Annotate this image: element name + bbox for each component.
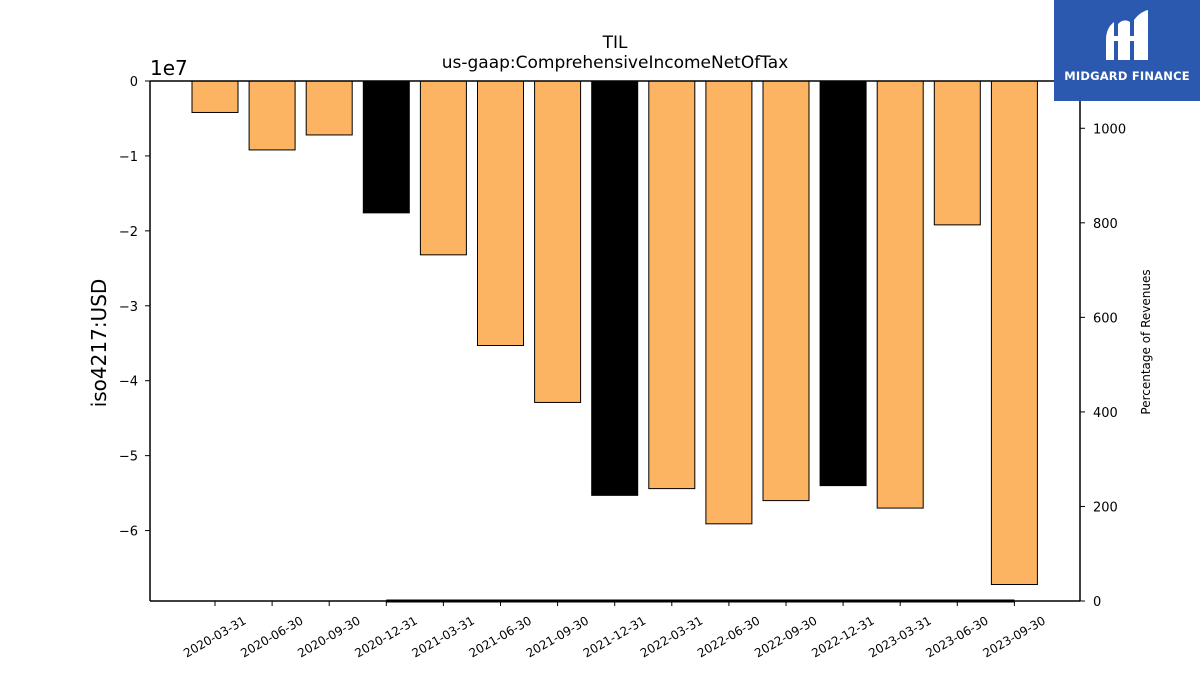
bar-2022-09-30 <box>762 80 810 502</box>
x-tick-label: 2023-09-30 <box>980 613 1047 660</box>
bar-2022-06-30 <box>705 80 753 525</box>
brand-logo: MIDGARD FINANCE <box>1054 0 1200 101</box>
x-tick-label: 2020-03-31 <box>181 613 248 660</box>
y2-axis-label: Percentage of Revenues <box>1139 269 1153 414</box>
bar-2021-12-31 <box>591 80 639 496</box>
x-tick-label: 2020-06-30 <box>238 613 305 660</box>
x-tick-label: 2020-09-30 <box>295 613 362 660</box>
y-tick-label: 0 <box>130 75 138 90</box>
y-axis-label: iso4217:USD <box>87 279 111 408</box>
y-tick-label: −2 <box>119 225 138 240</box>
y2-tick-label: 200 <box>1093 500 1118 515</box>
bars-group <box>191 80 1038 586</box>
x-tick-label: 2022-06-30 <box>695 613 762 660</box>
bar-2020-12-31 <box>362 80 410 214</box>
y2-tick-label: 0 <box>1093 595 1101 610</box>
bar-2021-06-30 <box>477 80 524 346</box>
x-tick-label: 2021-12-31 <box>581 613 648 660</box>
x-tick-label: 2023-06-30 <box>923 613 990 660</box>
bar-2023-06-30 <box>933 80 981 226</box>
bar-2022-03-31 <box>648 80 696 490</box>
chart-subtitle: us-gaap:ComprehensiveIncomeNetOfTax <box>442 53 789 73</box>
bar-2021-09-30 <box>534 80 582 403</box>
y2-tick-label: 600 <box>1093 311 1118 326</box>
x-tick-label: 2023-03-31 <box>866 613 933 660</box>
x-tick-label: 2022-09-30 <box>752 613 819 660</box>
logo-mark-icon <box>1106 10 1148 60</box>
y-axis-exponent: 1e7 <box>150 56 188 80</box>
x-tick-label: 2022-03-31 <box>638 613 705 660</box>
x-tick-label: 2022-12-31 <box>809 613 876 660</box>
y2-tick-label: 800 <box>1093 217 1118 232</box>
bar-2023-03-31 <box>876 80 924 509</box>
x-tick-label: 2021-03-31 <box>409 613 476 660</box>
logo-text: MIDGARD FINANCE <box>1064 69 1190 83</box>
bar-2020-03-31 <box>191 80 239 113</box>
bar-2020-06-30 <box>248 80 296 151</box>
y-tick-label: −6 <box>119 525 138 540</box>
y-tick-label: −5 <box>119 450 138 465</box>
bar-2021-03-31 <box>419 80 467 256</box>
y2-tick-label: 400 <box>1093 406 1118 421</box>
x-tick-label: 2020-12-31 <box>352 613 419 660</box>
x-tick-label: 2021-06-30 <box>467 613 534 660</box>
y-tick-label: −1 <box>119 150 138 165</box>
y-tick-label: −4 <box>119 375 138 390</box>
y-tick-label: −3 <box>119 300 138 315</box>
bar-2022-12-31 <box>819 80 867 487</box>
bar-2023-09-30 <box>990 80 1038 586</box>
x-tick-label: 2021-09-30 <box>524 613 591 660</box>
chart-title: TIL <box>602 33 628 53</box>
y2-tick-label: 1000 <box>1093 122 1126 137</box>
bar-2020-09-30 <box>305 80 353 136</box>
